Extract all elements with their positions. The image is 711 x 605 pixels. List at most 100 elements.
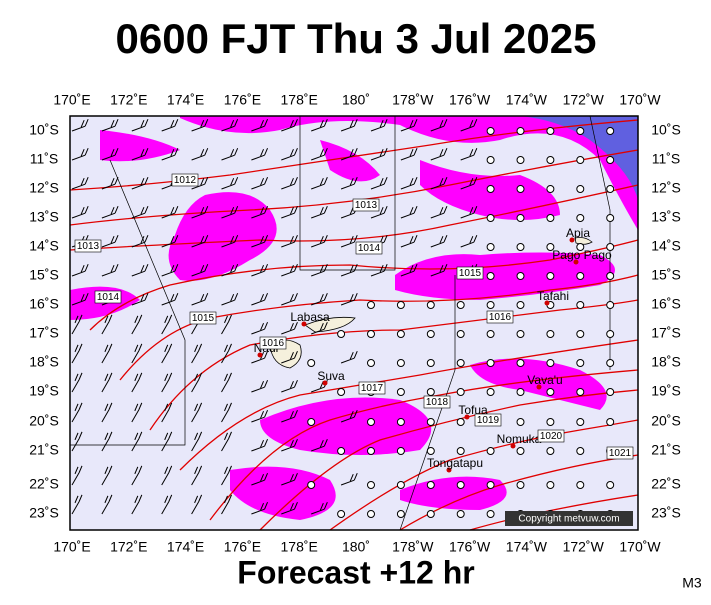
- wind-barb: [204, 119, 209, 127]
- wind-barb: [140, 178, 145, 186]
- calm-station: [486, 388, 495, 396]
- wind-barb: [114, 177, 119, 185]
- wind-barb: [230, 149, 235, 157]
- wind-barb: [319, 207, 324, 215]
- calm-station: [396, 359, 405, 367]
- wind-barb: [221, 212, 235, 219]
- longitude-label: 172˚W: [563, 92, 605, 108]
- isobar-label-box: [537, 429, 565, 443]
- calm-station: [516, 388, 525, 396]
- calm-station: [576, 388, 585, 396]
- wind-barb: [289, 149, 294, 157]
- place-dot: [257, 352, 263, 358]
- calm-station: [546, 388, 555, 396]
- wind-barb: [101, 125, 116, 132]
- wind-barb: [200, 236, 205, 244]
- calm-station: [546, 214, 555, 222]
- wind-barb: [264, 322, 269, 330]
- calm-station: [426, 359, 435, 367]
- calm-station: [367, 418, 375, 426]
- wind-barb: [131, 438, 140, 452]
- wind-barb: [168, 402, 173, 411]
- wind-barb: [71, 501, 80, 515]
- wind-barb: [221, 321, 229, 335]
- wind-barb: [409, 178, 414, 186]
- calm-station: [456, 447, 465, 455]
- wind-barb: [131, 241, 146, 248]
- wind-barb: [74, 432, 79, 441]
- wind-barb: [473, 148, 478, 156]
- latitude-label: 23˚S: [651, 505, 681, 521]
- wind-barb: [204, 206, 209, 214]
- calm-station: [367, 447, 375, 455]
- wind-barb: [264, 410, 269, 418]
- calm-station: [546, 447, 555, 455]
- calm-station: [307, 359, 316, 367]
- place-name: Tongatapu: [427, 456, 483, 470]
- wind-barb: [84, 119, 89, 127]
- forecast-label: Forecast +12 hr: [237, 554, 474, 590]
- boundaries: [70, 115, 611, 531]
- longitude-label: 176˚E: [224, 92, 261, 108]
- wind-barb: [140, 149, 145, 157]
- calm-station: [576, 214, 585, 222]
- wind-barb: [430, 125, 445, 132]
- wind-barb: [230, 294, 235, 302]
- calm-station: [606, 185, 615, 193]
- wind-barb: [230, 120, 235, 128]
- wind-barb: [161, 154, 176, 161]
- wind-barb: [311, 183, 325, 190]
- wind-barb: [168, 372, 173, 381]
- wind-barb: [323, 439, 328, 447]
- calm-station: [576, 127, 585, 135]
- copyright-box: [505, 511, 633, 526]
- wind-barb: [264, 119, 269, 127]
- wind-barb: [164, 403, 169, 412]
- wind-barb: [340, 357, 355, 364]
- wind-barb: [84, 293, 89, 301]
- isobar-label: 1015: [459, 268, 482, 279]
- calm-station: [337, 330, 346, 338]
- wind-barb: [221, 379, 229, 393]
- calm-station: [396, 330, 405, 338]
- wind-barb: [293, 502, 298, 510]
- wind-barb: [260, 149, 265, 157]
- calm-station: [546, 359, 555, 367]
- wind-barb: [460, 183, 475, 190]
- wind-barb: [80, 294, 85, 302]
- wind-barb: [413, 235, 418, 243]
- wind-barb: [191, 409, 200, 423]
- wind-barb: [281, 416, 295, 423]
- calm-station: [307, 418, 316, 426]
- wind-barb: [144, 293, 149, 301]
- wind-barb: [191, 438, 200, 452]
- wind-barb: [204, 264, 209, 272]
- wind-barb: [134, 373, 139, 382]
- calm-station: [486, 447, 495, 455]
- wind-barb: [281, 241, 295, 248]
- wind-barb: [260, 381, 265, 389]
- latitude-label: 10˚S: [29, 122, 59, 138]
- wind-barb: [311, 445, 325, 452]
- calm-station: [426, 481, 435, 489]
- wind-barb: [221, 241, 235, 248]
- wind-barb: [74, 466, 79, 475]
- calm-station: [367, 481, 375, 489]
- wind-barb: [260, 120, 265, 128]
- wind-barb: [104, 315, 109, 324]
- calm-station: [426, 330, 435, 338]
- wind-barb: [289, 381, 294, 389]
- wind-barb: [84, 206, 89, 214]
- place-dot: [301, 321, 307, 327]
- wind-barb: [194, 466, 199, 475]
- calm-station: [606, 418, 615, 426]
- calm-station: [396, 301, 405, 309]
- wind-barb: [131, 379, 140, 393]
- wind-barb: [224, 495, 228, 504]
- wind-barb: [323, 293, 328, 301]
- wind-barb: [353, 473, 358, 481]
- wind-barb: [131, 270, 146, 277]
- wind-barb: [174, 264, 179, 272]
- wind-barb: [224, 466, 228, 475]
- calm-station: [337, 447, 346, 455]
